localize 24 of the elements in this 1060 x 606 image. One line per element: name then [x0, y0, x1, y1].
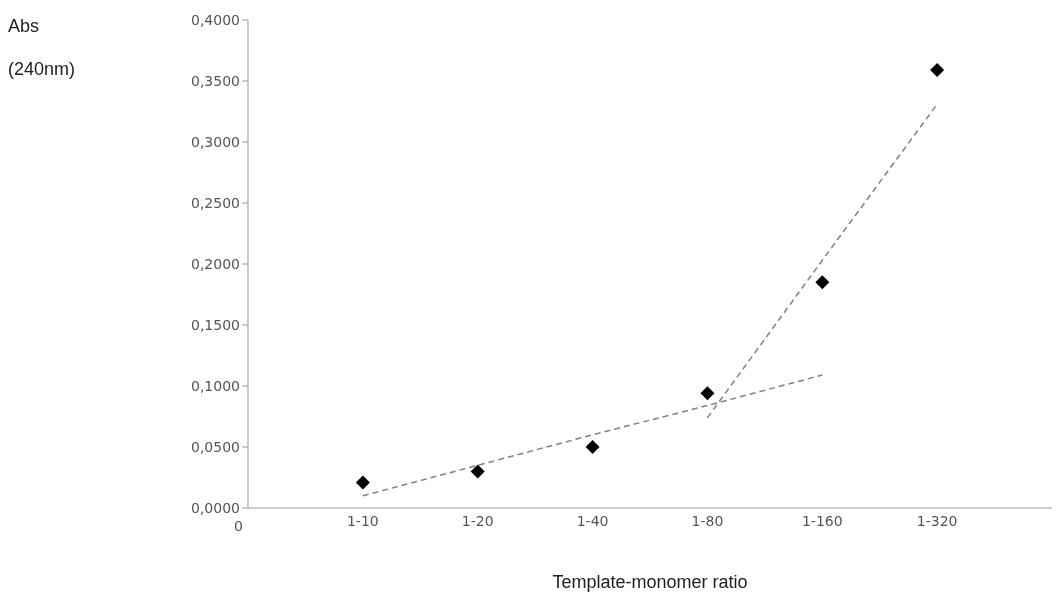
x-axis-title: Template-monomer ratio — [552, 572, 748, 592]
point — [470, 464, 485, 479]
point — [700, 386, 715, 401]
x-tick-label: 1-40 — [576, 512, 609, 529]
y-tick-label: 0,3000 — [191, 133, 240, 150]
x-tick-label: 1-10 — [346, 512, 379, 529]
y-tick-label: 0,4000 — [191, 11, 240, 28]
point — [930, 63, 945, 78]
x-tick-label: 1-320 — [916, 512, 958, 529]
y-tick-label: 0,1000 — [191, 377, 240, 394]
y-tick-label: 0,2000 — [191, 255, 240, 272]
y-tick-label: 0,3500 — [191, 72, 240, 89]
y-tick-label: 0,1500 — [191, 316, 240, 333]
point — [585, 440, 600, 454]
y-tick-label: 0,2500 — [191, 194, 240, 211]
x-tick-label: 1-80 — [691, 512, 724, 529]
x-tick-label: 1-160 — [801, 512, 843, 529]
y-tick-label: 0,0000 — [191, 499, 240, 516]
text: 0 — [234, 518, 243, 534]
point — [815, 275, 830, 290]
x-tick-label: 1-20 — [461, 512, 494, 529]
text: Abs (240nm) — [8, 16, 76, 79]
point — [355, 475, 370, 490]
y-tick-label: 0,0500 — [191, 438, 240, 455]
